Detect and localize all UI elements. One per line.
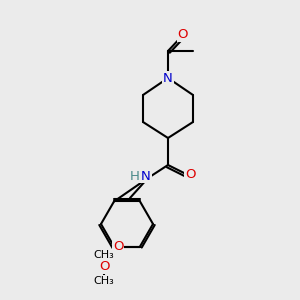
Text: O: O — [178, 28, 188, 41]
Text: CH₃: CH₃ — [94, 275, 114, 286]
Text: O: O — [99, 260, 109, 273]
Text: CH₃: CH₃ — [94, 250, 114, 260]
Text: H: H — [130, 169, 140, 182]
Text: N: N — [163, 71, 173, 85]
Text: O: O — [185, 169, 195, 182]
Text: O: O — [113, 240, 123, 253]
Text: N: N — [141, 169, 151, 182]
